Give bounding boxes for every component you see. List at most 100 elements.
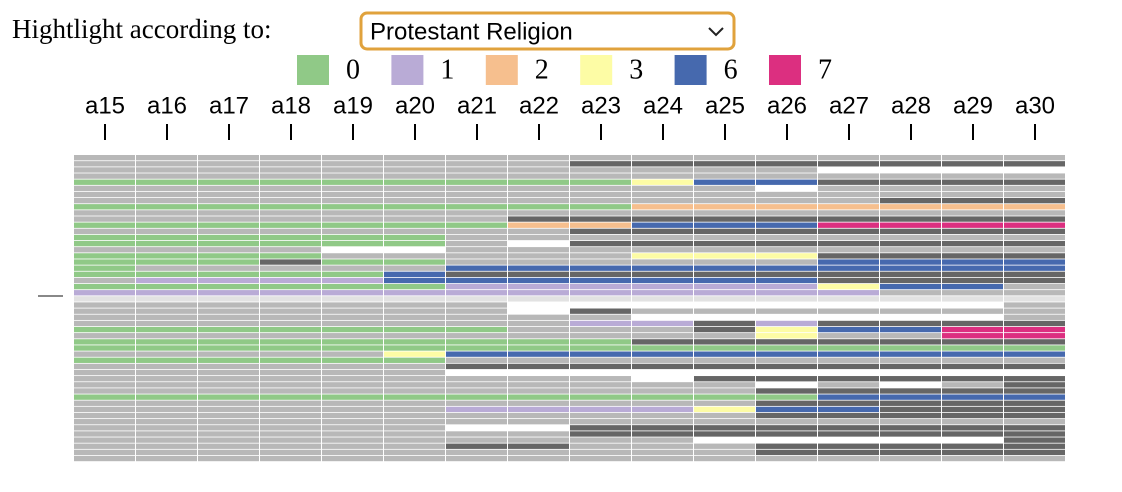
select-box[interactable]: Protestant Religion (359, 11, 736, 51)
cell (756, 314, 817, 320)
cell (756, 412, 817, 419)
cell (570, 419, 631, 425)
cell (942, 425, 1003, 431)
cell (632, 290, 693, 296)
cell (198, 204, 259, 210)
cell (818, 191, 879, 198)
cell (322, 431, 383, 437)
select-border[interactable] (359, 11, 736, 51)
cell (260, 449, 321, 456)
cell (632, 259, 693, 265)
cell (198, 296, 259, 302)
column-label: a30 (1015, 92, 1055, 119)
cell (942, 234, 1003, 241)
cell (632, 382, 693, 388)
cell (74, 357, 135, 363)
cell (570, 173, 631, 179)
cell (446, 222, 507, 228)
cell (818, 400, 879, 406)
cell (880, 388, 941, 394)
cell (694, 155, 755, 161)
cell (74, 351, 135, 357)
cell (942, 185, 1003, 192)
cell (198, 271, 259, 277)
cell (136, 449, 197, 456)
cell (322, 308, 383, 314)
cell (260, 320, 321, 327)
cell (1004, 210, 1065, 216)
cell (570, 191, 631, 198)
cell (942, 419, 1003, 425)
cell (1004, 357, 1065, 363)
cell (136, 314, 197, 320)
cell (198, 185, 259, 192)
cell (818, 345, 879, 351)
select-chevron[interactable] (708, 27, 724, 37)
cell (570, 167, 631, 173)
cell (508, 271, 569, 277)
cell (260, 240, 321, 247)
cell (694, 191, 755, 198)
cell (384, 308, 445, 314)
cell (322, 271, 383, 277)
cell (632, 283, 693, 290)
cell (446, 406, 507, 413)
cell (198, 419, 259, 425)
cell (632, 271, 693, 277)
cell (260, 197, 321, 204)
cell (508, 197, 569, 204)
cell (570, 228, 631, 235)
cell (756, 197, 817, 204)
cell (322, 394, 383, 400)
cell (198, 394, 259, 400)
cell (942, 345, 1003, 351)
cell (694, 296, 755, 302)
cell (570, 326, 631, 333)
cell (136, 394, 197, 400)
cell (74, 443, 135, 449)
cell (756, 455, 817, 462)
cell (136, 191, 197, 198)
legend-label: 2 (535, 54, 549, 85)
select-value[interactable]: Protestant Religion (370, 18, 573, 45)
cell (136, 253, 197, 259)
cell (818, 173, 879, 179)
cell (756, 369, 817, 376)
cell (694, 339, 755, 345)
cell (198, 167, 259, 173)
cell (694, 376, 755, 382)
cell (74, 228, 135, 235)
cell (384, 314, 445, 320)
cell (136, 204, 197, 210)
cell (570, 333, 631, 339)
cell (508, 179, 569, 185)
cell (570, 265, 631, 271)
cell (74, 185, 135, 192)
legend-swatch (580, 55, 613, 85)
cell (446, 314, 507, 320)
cell (508, 234, 569, 241)
cell (198, 382, 259, 388)
cell (818, 216, 879, 222)
cell (632, 388, 693, 394)
cell (198, 210, 259, 216)
cell (260, 382, 321, 388)
cell (74, 326, 135, 333)
cell (880, 283, 941, 290)
cell (508, 161, 569, 167)
cell (508, 247, 569, 253)
cell (260, 271, 321, 277)
legend-swatch (674, 55, 707, 85)
cell (694, 394, 755, 400)
cell (322, 339, 383, 345)
cell (694, 455, 755, 462)
cell (260, 222, 321, 228)
cell (942, 210, 1003, 216)
cell (508, 431, 569, 437)
cell (818, 161, 879, 167)
column-label: a23 (581, 92, 621, 119)
cell (260, 400, 321, 406)
cell (508, 333, 569, 339)
cell (942, 382, 1003, 388)
